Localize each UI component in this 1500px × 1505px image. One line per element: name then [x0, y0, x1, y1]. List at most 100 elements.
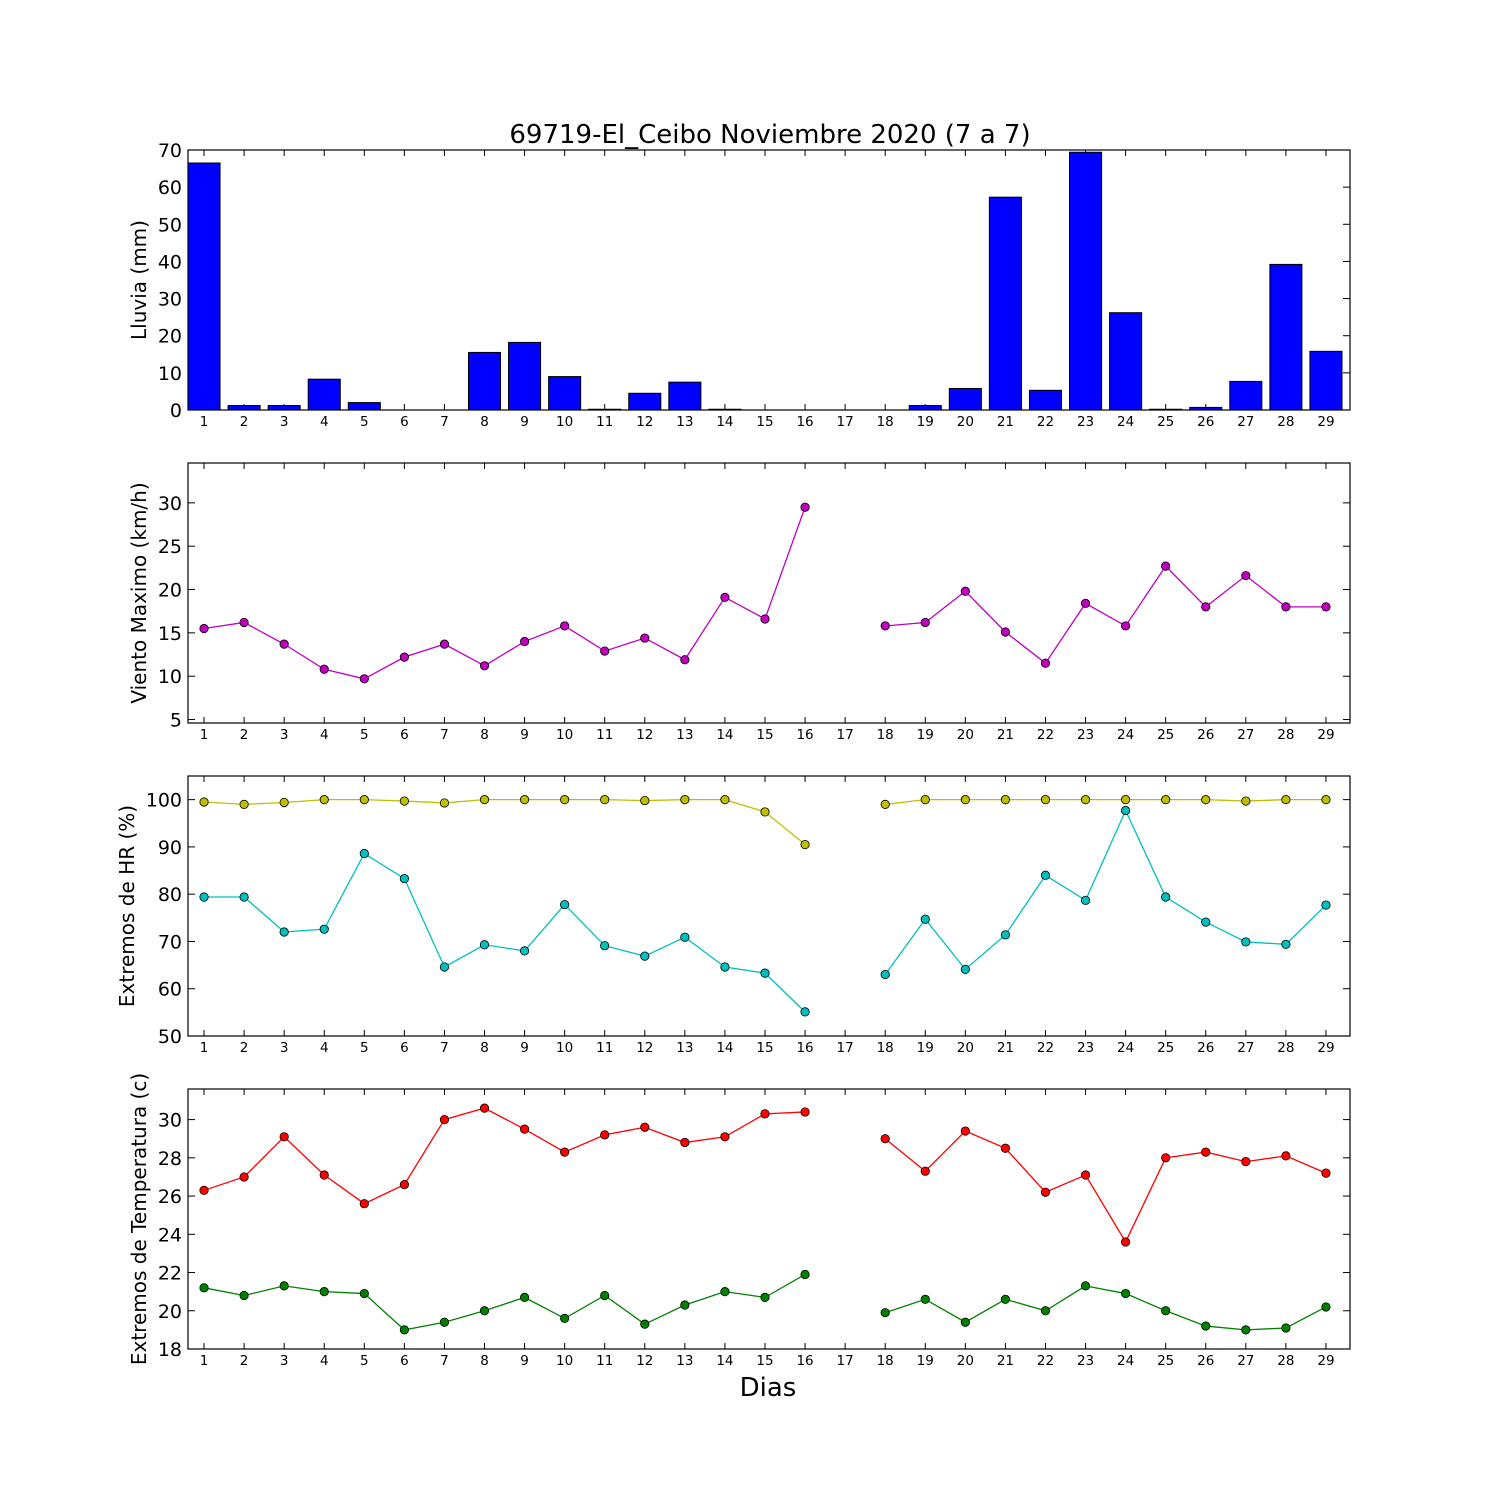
- bar: [708, 408, 742, 411]
- series-line: [884, 1285, 1327, 1331]
- data-point: [199, 623, 209, 634]
- data-point: [1161, 795, 1171, 805]
- x-tick-label: 22: [1037, 1353, 1054, 1369]
- data-point: [1201, 1321, 1211, 1331]
- x-tick-label: 15: [756, 1353, 773, 1369]
- data-point: [1000, 930, 1011, 940]
- data-point: [1000, 795, 1011, 805]
- data-point: [319, 1287, 329, 1297]
- data-point: [479, 1103, 490, 1113]
- y-tick-label: 20: [158, 1301, 182, 1323]
- x-tick-label: 28: [1277, 727, 1294, 743]
- data-point: [439, 962, 450, 972]
- y-tick-label: 22: [158, 1263, 182, 1285]
- data-point: [760, 614, 770, 624]
- x-tick-label: 23: [1077, 1040, 1094, 1056]
- data-point: [439, 1114, 450, 1125]
- x-tick-label: 6: [400, 1040, 409, 1056]
- data-point: [720, 962, 730, 972]
- x-tick-label: 23: [1077, 414, 1094, 430]
- series-line: [203, 1107, 806, 1205]
- x-tick-label: 24: [1117, 1040, 1134, 1056]
- x-tick-label: 17: [837, 1353, 854, 1369]
- data-point: [1121, 1288, 1131, 1299]
- x-tick-label: 1: [200, 727, 209, 743]
- x-tick-label: 24: [1117, 414, 1134, 430]
- x-tick-label: 22: [1037, 727, 1054, 743]
- data-point: [1080, 1170, 1091, 1180]
- data-point: [720, 1132, 730, 1142]
- data-point: [680, 655, 690, 665]
- data-point: [640, 795, 650, 806]
- bar: [347, 402, 381, 411]
- x-tick-label: 15: [756, 727, 773, 743]
- bar: [948, 387, 982, 411]
- bar: [1149, 408, 1183, 411]
- y-tick-label: 30: [158, 1110, 182, 1132]
- x-tick-label: 9: [520, 727, 529, 743]
- series-line: [885, 565, 1326, 665]
- x-tick-label: 2: [240, 1353, 249, 1369]
- x-tick-label: 27: [1237, 727, 1254, 743]
- data-point: [920, 1166, 930, 1176]
- data-point: [1201, 602, 1211, 612]
- x-tick-label: 2: [240, 727, 249, 743]
- data-point: [1321, 602, 1331, 612]
- data-point: [319, 795, 329, 805]
- x-tick-label: 21: [997, 1040, 1014, 1056]
- x-tick-label: 14: [716, 1040, 733, 1056]
- x-tick-label: 12: [636, 1353, 653, 1369]
- data-point: [439, 639, 450, 649]
- data-point: [680, 1300, 690, 1310]
- x-tick-label: 14: [716, 1353, 733, 1369]
- data-point: [1241, 571, 1251, 581]
- x-tick-label: 8: [480, 1353, 489, 1369]
- series-line: [203, 506, 806, 680]
- data-point: [920, 617, 930, 628]
- y-axis-label: Viento Maximo (km/h): [127, 482, 151, 703]
- data-point: [479, 940, 490, 950]
- x-tick-label: 13: [676, 1040, 693, 1056]
- bar: [1269, 263, 1303, 411]
- data-point: [519, 1124, 530, 1134]
- y-tick-label: 50: [158, 214, 182, 236]
- data-point: [279, 927, 289, 937]
- data-point: [800, 1269, 810, 1280]
- y-tick-label: 28: [158, 1148, 182, 1170]
- x-tick-label: 24: [1117, 727, 1134, 743]
- x-tick-label: 9: [520, 1353, 529, 1369]
- data-point: [1321, 795, 1331, 805]
- data-point: [920, 795, 930, 805]
- data-point: [880, 799, 890, 809]
- data-point: [1201, 795, 1211, 805]
- x-tick-label: 21: [997, 414, 1014, 430]
- x-tick-label: 26: [1197, 414, 1214, 430]
- y-tick-label: 60: [158, 177, 182, 199]
- data-point: [239, 892, 249, 902]
- x-tick-label: 13: [676, 727, 693, 743]
- x-tick-label: 4: [320, 1040, 329, 1056]
- x-tick-label: 18: [877, 1353, 894, 1369]
- data-point: [1080, 598, 1091, 609]
- x-tick-label: 8: [480, 727, 489, 743]
- y-tick-label: 25: [158, 536, 182, 558]
- data-point: [680, 795, 690, 805]
- data-point: [399, 652, 409, 662]
- data-point: [1000, 627, 1011, 637]
- data-point: [399, 1179, 409, 1190]
- x-tick-label: 5: [360, 1353, 369, 1369]
- data-point: [279, 797, 289, 808]
- x-tick-label: 22: [1037, 1040, 1054, 1056]
- bar: [227, 405, 261, 411]
- x-tick-label: 26: [1197, 1040, 1214, 1056]
- data-point: [199, 797, 209, 807]
- data-point: [800, 1107, 810, 1117]
- data-point: [1040, 1306, 1051, 1316]
- data-point: [560, 1313, 570, 1324]
- bar: [908, 405, 942, 411]
- data-point: [760, 1292, 770, 1302]
- x-tick-label: 28: [1277, 1353, 1294, 1369]
- x-tick-label: 5: [360, 727, 369, 743]
- data-point: [1241, 796, 1251, 806]
- data-point: [1321, 1168, 1331, 1178]
